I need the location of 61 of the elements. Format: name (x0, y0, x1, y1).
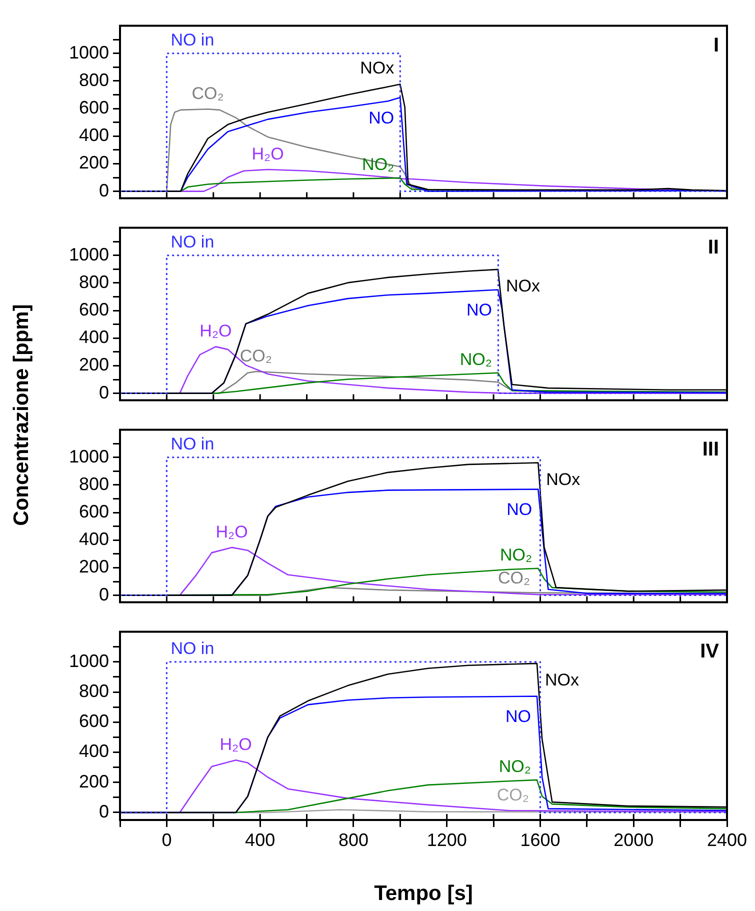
series-label: NO in (170, 30, 214, 50)
y-tick-label: 400 (78, 529, 109, 550)
y-tick-label: 800 (78, 70, 109, 90)
series-label: NOx (546, 470, 581, 489)
y-tick-label: 0 (98, 382, 109, 402)
series-label: NOx (506, 276, 540, 296)
x-tick-label: 2000 (614, 830, 654, 850)
y-tick-label: 400 (78, 741, 109, 762)
series-label: NO (506, 500, 532, 520)
series-label: NO₂ (362, 154, 394, 174)
series-label: NOx (360, 58, 395, 78)
annotation: I (713, 34, 719, 56)
y-tick-label: 800 (78, 680, 109, 701)
y-tick-label: 0 (98, 180, 109, 200)
x-axis-title: Tempo [s] (374, 882, 473, 906)
y-tick-label: 1000 (68, 244, 109, 264)
series-label: NO₂ (498, 756, 531, 776)
y-tick-label: 600 (78, 300, 109, 320)
series-label: NOx (544, 670, 580, 690)
y-tick-label: 200 (78, 354, 109, 375)
series-label: NO₂ (460, 350, 492, 369)
y-tick-label: 200 (78, 556, 109, 577)
y-tick-label: 400 (78, 327, 109, 348)
y-tick-label: 800 (78, 272, 109, 292)
series-label: CO₂ (240, 346, 272, 366)
series-label: CO₂ (498, 568, 530, 588)
x-tick-label: 400 (245, 830, 276, 850)
x-tick-label: 0 (162, 830, 172, 850)
y-tick-label: 600 (78, 711, 109, 732)
y-tick-label: 400 (78, 125, 109, 146)
series-label: H₂O (220, 735, 252, 754)
annotation: III (702, 438, 719, 460)
x-tick-label: 1600 (520, 830, 560, 850)
series-label: NO (505, 707, 531, 726)
y-tick-label: 0 (98, 584, 109, 604)
series-label: NO (368, 108, 394, 128)
series-label: NO in (170, 434, 214, 454)
series-label: H₂O (252, 144, 284, 164)
y-tick-label: 1000 (68, 42, 109, 62)
y-axis-title: Concentrazione [ppm] (10, 304, 34, 526)
series-label: CO₂ (496, 785, 529, 804)
annotation: IV (700, 640, 720, 662)
y-tick-label: 200 (78, 771, 109, 792)
series-label: NO₂ (500, 545, 532, 564)
y-tick-label: 800 (78, 474, 109, 494)
x-tick-label: 1200 (426, 830, 467, 850)
annotation: II (708, 236, 719, 258)
series-label: NO (466, 300, 492, 320)
series-label: H₂O (200, 322, 232, 341)
y-tick-label: 0 (98, 801, 109, 822)
series-label: H₂O (216, 522, 248, 542)
y-tick-label: 600 (78, 502, 109, 522)
y-tick-label: 600 (78, 98, 109, 118)
x-tick-label: 2400 (706, 830, 748, 850)
series-label: NO in (170, 232, 214, 252)
series-label: CO₂ (192, 84, 224, 104)
y-tick-label: 200 (78, 152, 109, 173)
y-tick-label: 1000 (68, 650, 109, 671)
series-label: NO in (170, 638, 214, 658)
x-tick-label: 800 (338, 830, 368, 850)
y-tick-label: 1000 (68, 446, 109, 466)
